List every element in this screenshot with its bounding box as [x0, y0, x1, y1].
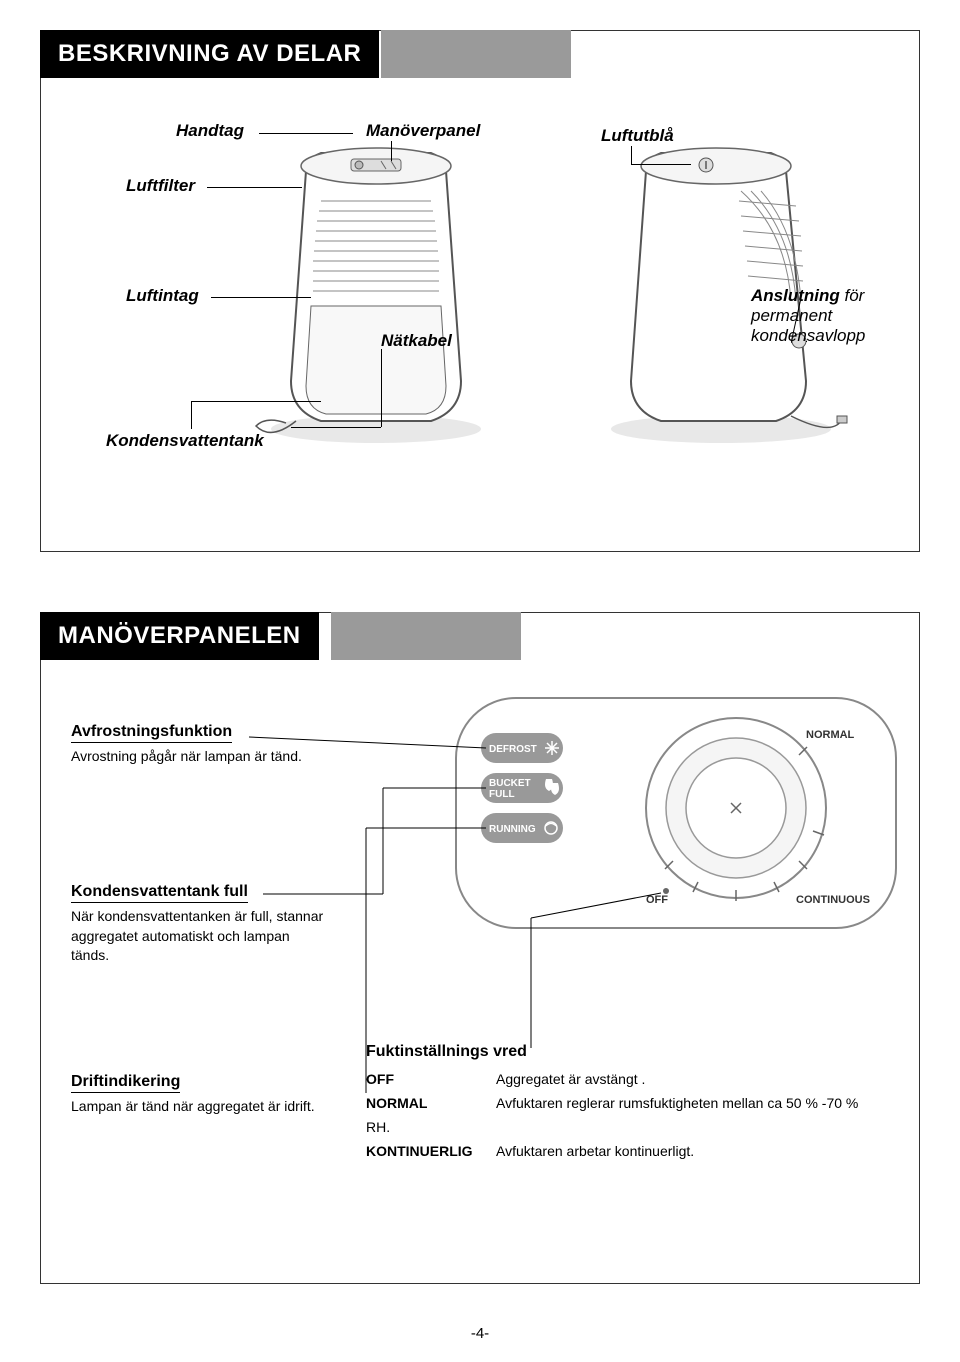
settings-row: RH.	[366, 1119, 858, 1135]
control-panel-section: MANÖVERPANELEN NORMAL O	[40, 612, 920, 1284]
label-manoverpanel: Manöverpanel	[366, 121, 480, 141]
gray-decor-2	[331, 612, 521, 660]
settings-key: OFF	[366, 1071, 496, 1087]
label-luftutbla: Luftutblå	[601, 126, 674, 146]
settings-row: NORMAL Avfuktaren reglerar rumsfuktighet…	[366, 1095, 858, 1111]
defrost-title: Avfrostningsfunktion	[71, 723, 232, 743]
label-handtag: Handtag	[176, 121, 244, 141]
section-title-1: BESKRIVNING AV DELAR	[40, 30, 379, 78]
bucket-desc: När kondensvattentanken är full, stannar…	[71, 907, 331, 966]
humidity-settings: Fuktinställnings vred OFF Aggregatet är …	[366, 1043, 858, 1167]
settings-row: OFF Aggregatet är avstängt .	[366, 1071, 858, 1087]
page-number: -4-	[471, 1325, 489, 1342]
label-text: för	[845, 286, 865, 305]
defrost-function: Avfrostningsfunktion Avrostning pågår nä…	[71, 723, 311, 767]
bucket-full-function: Kondensvattentank full När kondensvatten…	[71, 883, 331, 966]
gray-decor-1	[381, 30, 571, 78]
label-luftintag: Luftintag	[126, 286, 199, 306]
settings-val: Avfuktaren reglerar rumsfuktigheten mell…	[496, 1095, 858, 1111]
settings-val	[496, 1119, 858, 1135]
panel-diagram: NORMAL OFF CONTINUOUS DEFROST BUCKET FUL…	[71, 673, 889, 1233]
settings-val: Aggregatet är avstängt .	[496, 1071, 858, 1087]
parts-diagram: Handtag Manöverpanel Luftfilter Luftinta…	[71, 91, 889, 521]
settings-key: NORMAL	[366, 1095, 496, 1111]
label-natkabel: Nätkabel	[381, 331, 452, 351]
settings-row: KONTINUERLIG Avfuktaren arbetar kontinue…	[366, 1143, 858, 1159]
bucket-title: Kondensvattentank full	[71, 883, 248, 903]
settings-title: Fuktinställnings vred	[366, 1043, 858, 1061]
running-title: Driftindikering	[71, 1073, 180, 1093]
defrost-desc: Avrostning pågår när lampan är tänd.	[71, 747, 311, 767]
running-desc: Lampan är tänd när aggregatet är idrift.	[71, 1097, 331, 1117]
section-title-2: MANÖVERPANELEN	[40, 612, 319, 660]
settings-val: Avfuktaren arbetar kontinuerligt.	[496, 1143, 858, 1159]
label-kondensvattentank: Kondensvattentank	[106, 431, 264, 451]
settings-key: RH.	[366, 1119, 496, 1135]
label-luftfilter: Luftfilter	[126, 176, 195, 196]
parts-description-section: BESKRIVNING AV DELAR	[40, 30, 920, 552]
running-function: Driftindikering Lampan är tänd när aggre…	[71, 1073, 331, 1117]
settings-key: KONTINUERLIG	[366, 1143, 496, 1159]
